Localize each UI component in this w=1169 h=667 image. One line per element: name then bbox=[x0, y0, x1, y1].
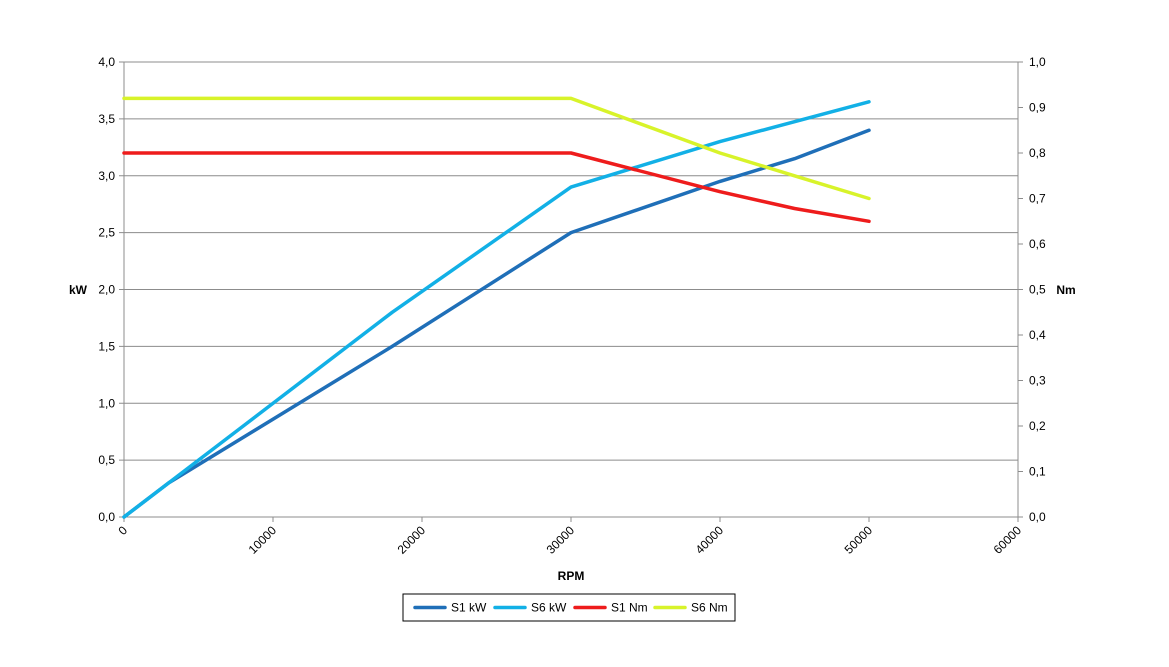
gridlines bbox=[124, 61, 1018, 461]
y-right-tick-label: 0,1 bbox=[1029, 465, 1046, 479]
y-left-tick-label: 2,0 bbox=[98, 283, 115, 297]
y-right-tick-label: 0,2 bbox=[1029, 419, 1046, 433]
legend-label: S1 kW bbox=[451, 601, 487, 615]
tick-labels: 0,0 0,5 1,0 1,5 2,0 2,5 3,0 3,5 4,0 0,0 0,1 0,2 0,3 0… bbox=[98, 55, 1046, 557]
y-left-tick-label: 1,0 bbox=[98, 396, 115, 410]
y-right-tick-label: 0,5 bbox=[1029, 283, 1046, 297]
x-tick-label: 10000 bbox=[246, 523, 280, 557]
x-tick-label: 30000 bbox=[544, 523, 578, 557]
y-left-tick-label: 1,5 bbox=[98, 339, 115, 353]
x-tick-label: 0 bbox=[115, 523, 130, 538]
y-right-tick-label: 0,4 bbox=[1029, 328, 1046, 342]
axes bbox=[119, 61, 1023, 522]
legend: S1 kW S6 kW S1 Nm S6 Nm bbox=[402, 593, 736, 622]
y-axis-right-title: Nm bbox=[1056, 283, 1075, 297]
series-line-s6-kw bbox=[122, 100, 871, 519]
y-axis-left-title: kW bbox=[69, 283, 88, 297]
x-tick-label: 60000 bbox=[991, 523, 1025, 557]
x-tick-label: 20000 bbox=[395, 523, 429, 557]
series-line-s1-nm bbox=[122, 151, 871, 224]
y-right-tick-label: 0,0 bbox=[1029, 510, 1046, 524]
series-line-s6-nm bbox=[122, 96, 871, 201]
y-right-tick-label: 0,7 bbox=[1029, 192, 1046, 206]
legend-label: S6 kW bbox=[531, 601, 567, 615]
series-line-s1-kw bbox=[122, 128, 871, 519]
data-series bbox=[122, 96, 871, 519]
x-axis-title: RPM bbox=[558, 569, 585, 583]
y-right-tick-label: 0,8 bbox=[1029, 146, 1046, 160]
legend-label: S1 Nm bbox=[611, 601, 648, 615]
y-left-tick-label: 3,0 bbox=[98, 169, 115, 183]
y-left-tick-label: 2,5 bbox=[98, 226, 115, 240]
x-tick-label: 50000 bbox=[842, 523, 876, 557]
y-left-tick-label: 3,5 bbox=[98, 112, 115, 126]
y-right-tick-label: 0,6 bbox=[1029, 237, 1046, 251]
y-left-tick-label: 0,0 bbox=[98, 510, 115, 524]
legend-label: S6 Nm bbox=[691, 601, 728, 615]
y-right-tick-label: 0,9 bbox=[1029, 101, 1046, 115]
y-right-tick-label: 0,3 bbox=[1029, 374, 1046, 388]
y-right-tick-label: 1,0 bbox=[1029, 55, 1046, 69]
x-tick-label: 40000 bbox=[693, 523, 727, 557]
y-left-tick-label: 0,5 bbox=[98, 453, 115, 467]
y-left-tick-label: 4,0 bbox=[98, 55, 115, 69]
